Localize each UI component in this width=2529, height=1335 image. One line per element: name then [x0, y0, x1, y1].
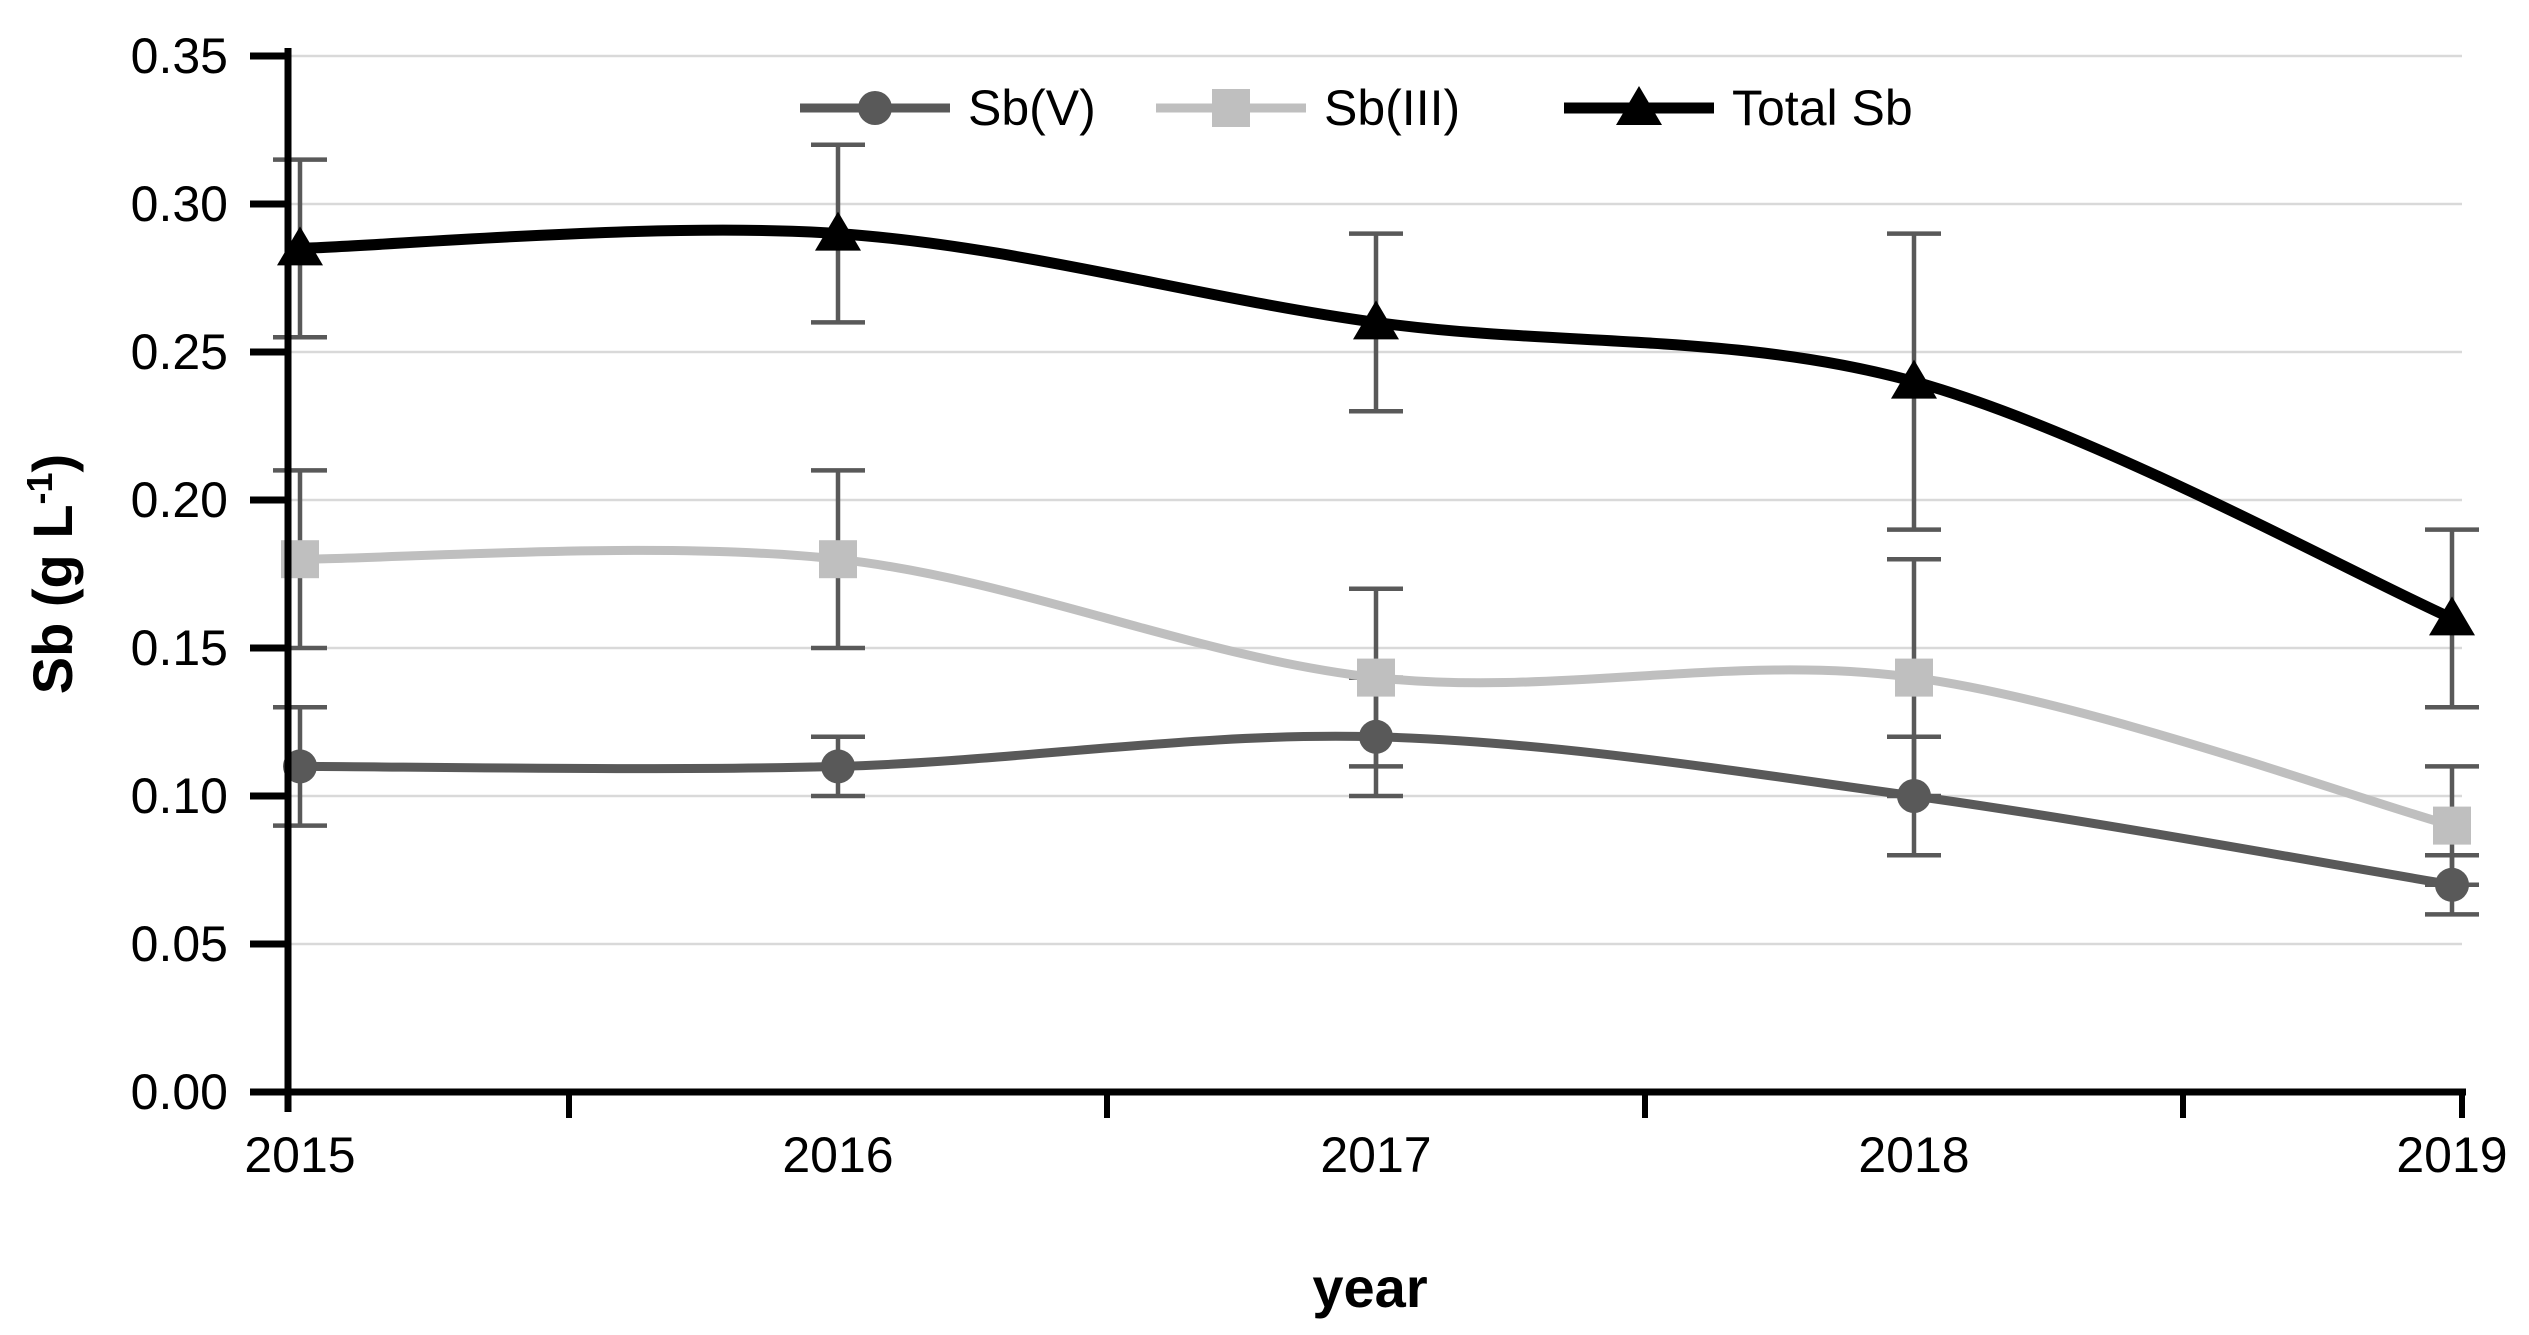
y-tick-label: 0.00	[131, 1064, 228, 1120]
legend: Sb(V) Sb(III) Total Sb	[800, 80, 1913, 136]
data-point-marker-circle	[1897, 779, 1931, 813]
data-point-marker-triangle	[1891, 359, 1937, 399]
y-axis-title-pre: Sb (g L	[20, 504, 84, 695]
x-tick-label: 2019	[2396, 1127, 2507, 1183]
data-point-marker-square	[2433, 806, 2471, 845]
legend-label: Sb(III)	[1324, 80, 1460, 136]
y-axis-title-post: )	[20, 453, 84, 473]
x-tick-label: 2015	[244, 1127, 355, 1183]
y-tick-label: 0.25	[131, 324, 228, 380]
x-tick-label: 2016	[782, 1127, 893, 1183]
y-tick-label: 0.35	[131, 28, 228, 84]
data-point-marker-circle	[2435, 867, 2469, 902]
error-bars	[273, 142, 2479, 917]
y-axis-title-sup: -1	[19, 472, 61, 505]
series-markers-Sb(V)	[283, 719, 2469, 902]
data-point-marker-square	[1895, 658, 1933, 697]
y-tick-label: 0.05	[131, 916, 228, 972]
data-point-marker-triangle	[1616, 86, 1662, 125]
legend-item-Total Sb: Total Sb	[1564, 80, 1913, 136]
data-point-marker-circle	[858, 91, 892, 125]
gridlines	[288, 54, 2462, 946]
data-point-marker-square	[1357, 658, 1395, 697]
axes: 0.00 0.05 0.10 0.15 0.20 0.25 0.30 0.35 2015 2016…	[131, 28, 2508, 1183]
legend-item-Sb(V): Sb(V)	[800, 80, 1096, 136]
data-point-marker-square	[1212, 89, 1250, 127]
legend-item-Sb(III): Sb(III)	[1156, 80, 1460, 136]
data-point-marker-triangle	[2429, 596, 2475, 636]
legend-label: Total Sb	[1732, 80, 1913, 136]
y-tick-label: 0.20	[131, 472, 228, 528]
legend-label: Sb(V)	[968, 80, 1096, 136]
x-tick-label: 2017	[1320, 1127, 1431, 1183]
x-axis-title: year	[1312, 1256, 1428, 1319]
y-tick-label: 0.15	[131, 620, 228, 676]
data-point-marker-square	[819, 540, 857, 579]
y-tick-label: 0.10	[131, 768, 228, 824]
data-point-marker-triangle	[1353, 300, 1399, 340]
y-tick-label: 0.30	[131, 176, 228, 232]
data-point-marker-triangle	[815, 211, 861, 251]
x-tick-label: 2018	[1858, 1127, 1969, 1183]
y-axis-title: Sb (g L-1)	[19, 454, 85, 694]
data-point-marker-circle	[1359, 719, 1393, 754]
data-point-marker-circle	[821, 749, 855, 784]
series-markers-Sb(III)	[281, 540, 2471, 845]
